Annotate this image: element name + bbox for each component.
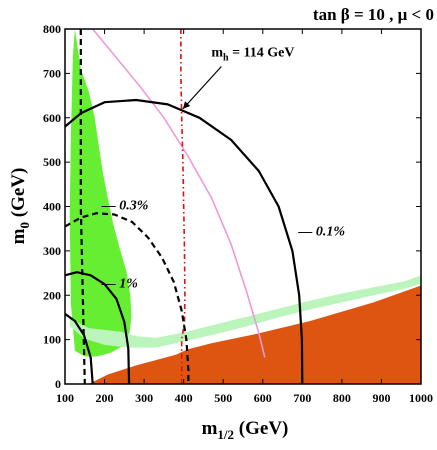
annotation-label-higgs: mh = 114 GeV: [211, 46, 294, 64]
x-axis-label: m1/2 (GeV): [202, 418, 289, 442]
region-charged-lsp: [88, 285, 421, 384]
x-tick-label: 300: [135, 391, 153, 405]
chart-title: tan β = 10 , μ < 0: [313, 5, 434, 24]
x-tick-label: 700: [293, 391, 311, 405]
higgs-pointer-arrow: [182, 66, 222, 110]
y-tick-label: 400: [43, 200, 61, 214]
x-tick-label: 100: [56, 391, 74, 405]
line-pink-line: [92, 29, 266, 358]
annotations-layer: — 0.1% — 0.3% — 1% mh = 114 GeV: [101, 46, 345, 292]
line-higgs-114: [180, 29, 186, 384]
higgs-pointer-arrowhead: [182, 101, 191, 109]
line-contour-0.1pct: [65, 98, 304, 384]
x-axis-label-unit: (GeV): [234, 418, 288, 439]
x-tick-label: 400: [175, 391, 193, 405]
plot-area: [65, 29, 421, 384]
annotation-label-0.3pct: — 0.3%: [101, 199, 149, 214]
region-coannihilation-band: [69, 275, 421, 348]
line-contour-1pct: [65, 271, 131, 384]
ticks-layer: 100 200 300 400 500 600 700 800 900 1000010020030…: [43, 22, 433, 405]
line-contour-small: [65, 313, 94, 384]
y-tick-label: 100: [43, 333, 61, 347]
y-tick-label: 600: [43, 111, 61, 125]
annotation-label-0.1pct: — 0.1%: [297, 224, 345, 239]
x-tick-label: 600: [254, 391, 272, 405]
y-axis-label-main: m: [8, 228, 29, 244]
x-tick-label: 1000: [409, 391, 433, 405]
x-tick-label: 500: [214, 391, 232, 405]
y-axis-label-unit: (GeV): [8, 168, 29, 222]
y-axis-label: m0 (GeV): [8, 168, 32, 245]
y-tick-label: 300: [43, 244, 61, 258]
y-tick-label: 700: [43, 66, 61, 80]
x-tick-label: 900: [372, 391, 390, 405]
x-tick-label: 200: [96, 391, 114, 405]
lines-layer: [65, 29, 304, 384]
line-contour-0.3pct: [65, 212, 190, 384]
y-tick-label: 800: [43, 22, 61, 36]
x-axis-label-sub: 1/2: [217, 427, 234, 442]
region-green-excluded: [69, 29, 132, 357]
annotation-label-1pct: — 1%: [101, 276, 138, 291]
y-tick-label: 0: [55, 377, 61, 391]
y-axis-label-sub: 0: [17, 222, 32, 229]
x-axis-label-main: m: [202, 418, 218, 439]
chart-title-text: tan β = 10 , μ < 0: [313, 5, 434, 24]
y-tick-label: 200: [43, 288, 61, 302]
line-vertical-dashed: [79, 29, 86, 384]
x-tick-label: 800: [333, 391, 351, 405]
y-tick-label: 500: [43, 155, 61, 169]
